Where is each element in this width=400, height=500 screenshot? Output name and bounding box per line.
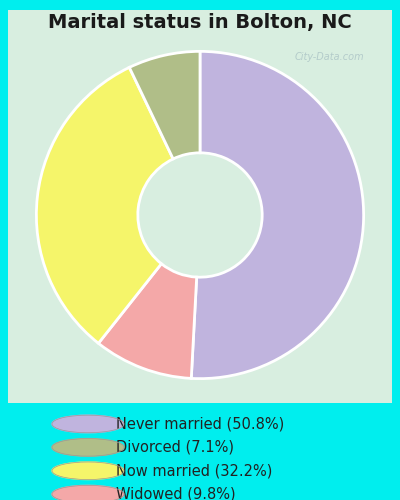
Circle shape xyxy=(52,462,124,479)
Text: Now married (32.2%): Now married (32.2%) xyxy=(116,463,272,478)
Wedge shape xyxy=(191,52,364,378)
Text: Never married (50.8%): Never married (50.8%) xyxy=(116,416,284,432)
Circle shape xyxy=(52,486,124,500)
Text: Marital status in Bolton, NC: Marital status in Bolton, NC xyxy=(48,13,352,32)
Text: Widowed (9.8%): Widowed (9.8%) xyxy=(116,486,236,500)
Circle shape xyxy=(52,415,124,432)
Wedge shape xyxy=(98,264,197,378)
Text: City-Data.com: City-Data.com xyxy=(294,52,364,62)
Wedge shape xyxy=(36,68,173,344)
Circle shape xyxy=(52,438,124,456)
Wedge shape xyxy=(129,52,200,159)
Text: Divorced (7.1%): Divorced (7.1%) xyxy=(116,440,234,455)
